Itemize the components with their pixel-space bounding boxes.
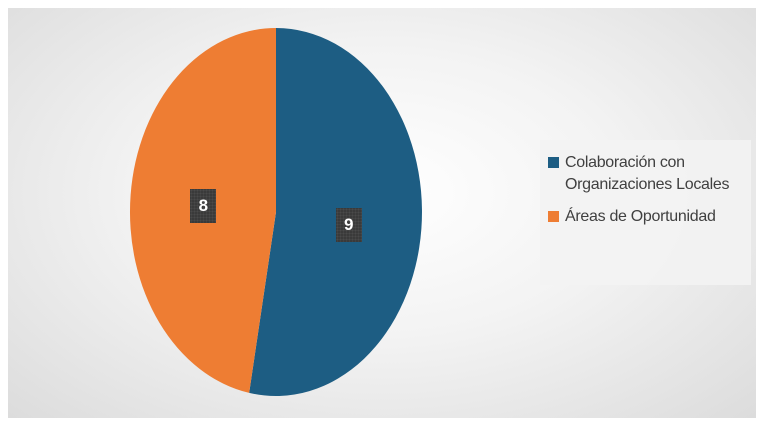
legend-label: Colaboración con Organizaciones Locales (565, 154, 730, 193)
legend: Colaboración con Organizaciones Locales … (540, 140, 751, 285)
data-label-colaboracion: 9 (335, 207, 362, 242)
legend-swatch (548, 157, 559, 168)
legend-item-colaboracion: Colaboración con Organizaciones Locales (548, 152, 745, 196)
slice-colaboracion (249, 28, 422, 396)
legend-label: Áreas de Oportunidad (565, 208, 716, 225)
legend-item-areas-oportunidad: Áreas de Oportunidad (548, 206, 745, 228)
legend-swatch (548, 211, 559, 222)
data-label-areas-oportunidad: 8 (190, 189, 217, 224)
